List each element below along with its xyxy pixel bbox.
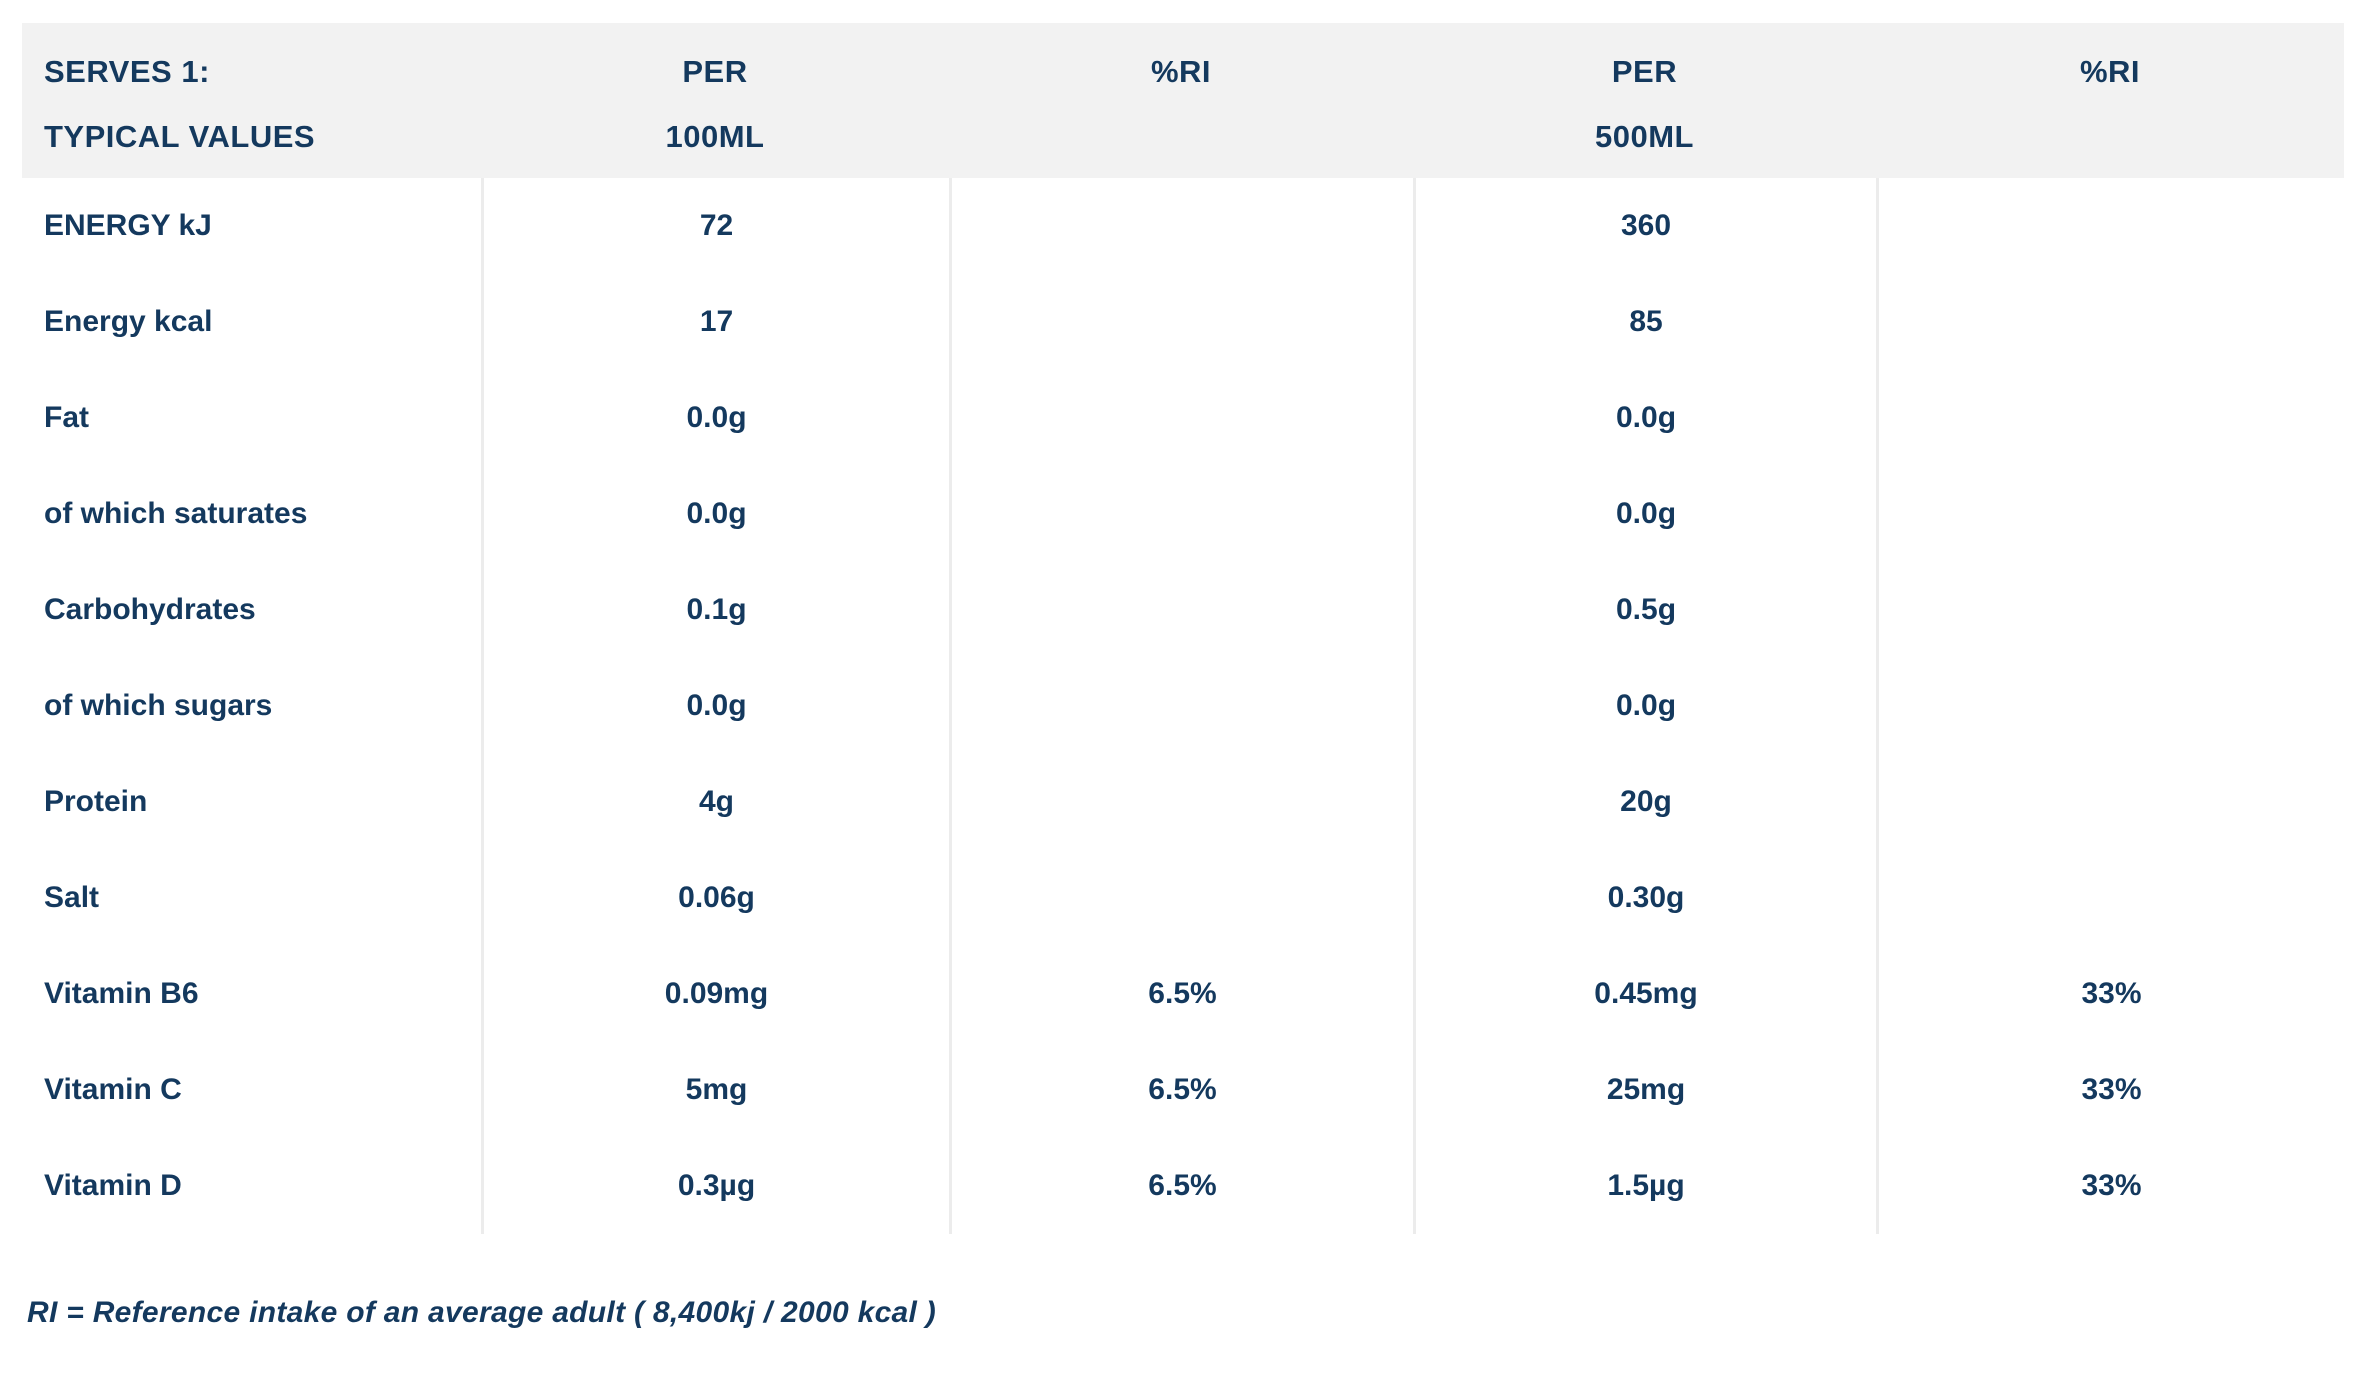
row-label: of which sugars <box>44 689 273 722</box>
table-row-vitamin-d: Vitamin D 0.3µg 6.5% 1.5µg 33% <box>22 1138 2344 1234</box>
header-col-ri-500ml: %RI <box>1876 39 2344 169</box>
header-spacer <box>949 104 1413 169</box>
table-row-saturates: of which saturates 0.0g 0.0g <box>22 466 2344 562</box>
ri-label: %RI <box>1150 53 1212 89</box>
row-label: Fat <box>44 401 89 434</box>
ri-100ml-value <box>949 562 1413 658</box>
table-row-energy-kcal: Energy kcal 17 85 <box>22 274 2344 370</box>
per-100ml-value: 0.0g <box>481 370 949 466</box>
ri-100ml-value <box>949 178 1413 274</box>
ri-100ml-value <box>949 370 1413 466</box>
ri-500ml-value <box>1876 178 2344 274</box>
per-label: PER <box>1611 53 1678 89</box>
table-row-salt: Salt 0.06g 0.30g <box>22 850 2344 946</box>
header-col-ri-100ml: %RI <box>949 39 1413 169</box>
per-100ml-value: 0.0g <box>481 658 949 754</box>
ri-100ml-value: 6.5% <box>949 1138 1413 1234</box>
per-100ml-value: 5mg <box>481 1042 949 1138</box>
nutrition-table: SERVES 1: TYPICAL VALUES PER 100ML %RI P… <box>22 23 2344 1234</box>
ri-100ml-value <box>949 850 1413 946</box>
per-100ml-value: 0.1g <box>481 562 949 658</box>
per-100ml-value: 0.3µg <box>481 1138 949 1234</box>
vol-500ml-label: 500ML <box>1595 118 1694 154</box>
row-label: Carbohydrates <box>44 593 256 626</box>
per-100ml-value: 72 <box>481 178 949 274</box>
header-col-per-500ml: PER 500ML <box>1413 39 1876 169</box>
table-row-fat: Fat 0.0g 0.0g <box>22 370 2344 466</box>
per-100ml-value: 0.0g <box>481 466 949 562</box>
per-500ml-value: 25mg <box>1413 1042 1876 1138</box>
ri-label: %RI <box>2079 53 2141 89</box>
per-500ml-value: 0.0g <box>1413 370 1876 466</box>
per-500ml-value: 1.5µg <box>1413 1138 1876 1234</box>
ri-100ml-value: 6.5% <box>949 946 1413 1042</box>
per-500ml-value: 0.30g <box>1413 850 1876 946</box>
table-row-sugars: of which sugars 0.0g 0.0g <box>22 658 2344 754</box>
vol-100ml-label: 100ML <box>665 118 765 154</box>
ri-500ml-value: 33% <box>1876 946 2344 1042</box>
ri-500ml-value <box>1876 754 2344 850</box>
per-100ml-value: 4g <box>481 754 949 850</box>
ri-100ml-value <box>949 274 1413 370</box>
row-label: ENERGY kJ <box>44 209 212 242</box>
ri-500ml-value <box>1876 562 2344 658</box>
per-500ml-value: 20g <box>1413 754 1876 850</box>
per-500ml-value: 0.45mg <box>1413 946 1876 1042</box>
ri-500ml-value <box>1876 658 2344 754</box>
table-row-vitamin-b6: Vitamin B6 0.09mg 6.5% 0.45mg 33% <box>22 946 2344 1042</box>
ri-100ml-value: 6.5% <box>949 1042 1413 1138</box>
serves-label: SERVES 1: <box>44 53 210 89</box>
ri-500ml-value <box>1876 370 2344 466</box>
ri-500ml-value <box>1876 850 2344 946</box>
table-row-energy-kj: ENERGY kJ 72 360 <box>22 178 2344 274</box>
ri-100ml-value <box>949 466 1413 562</box>
row-label: Salt <box>44 881 100 914</box>
header-spacer <box>1876 104 2344 169</box>
row-label: Protein <box>44 785 148 818</box>
per-500ml-value: 0.5g <box>1413 562 1876 658</box>
header-col-typical-values: SERVES 1: TYPICAL VALUES <box>22 39 481 169</box>
table-body: ENERGY kJ 72 360 Energy kcal 17 85 Fat 0… <box>22 178 2344 1234</box>
table-row-vitamin-c: Vitamin C 5mg 6.5% 25mg 33% <box>22 1042 2344 1138</box>
ri-100ml-value <box>949 658 1413 754</box>
table-row-carbohydrates: Carbohydrates 0.1g 0.5g <box>22 562 2344 658</box>
reference-intake-footnote: RI = Reference intake of an average adul… <box>27 1296 937 1329</box>
per-500ml-value: 360 <box>1413 178 1876 274</box>
header-col-per-100ml: PER 100ML <box>481 39 949 169</box>
table-header: SERVES 1: TYPICAL VALUES PER 100ML %RI P… <box>22 23 2344 178</box>
per-100ml-value: 0.09mg <box>481 946 949 1042</box>
ri-500ml-value <box>1876 274 2344 370</box>
ri-500ml-value: 33% <box>1876 1042 2344 1138</box>
row-label: of which saturates <box>44 497 308 530</box>
ri-100ml-value <box>949 754 1413 850</box>
typical-values-label: TYPICAL VALUES <box>44 118 316 154</box>
per-500ml-value: 0.0g <box>1413 466 1876 562</box>
per-500ml-value: 0.0g <box>1413 658 1876 754</box>
ri-500ml-value <box>1876 466 2344 562</box>
per-500ml-value: 85 <box>1413 274 1876 370</box>
per-label: PER <box>682 53 748 89</box>
row-label: Energy kcal <box>44 305 213 338</box>
ri-500ml-value: 33% <box>1876 1138 2344 1234</box>
row-label: Vitamin D <box>44 1169 182 1202</box>
row-label: Vitamin C <box>44 1073 182 1106</box>
row-label: Vitamin B6 <box>44 977 199 1010</box>
per-100ml-value: 0.06g <box>481 850 949 946</box>
table-row-protein: Protein 4g 20g <box>22 754 2344 850</box>
per-100ml-value: 17 <box>481 274 949 370</box>
